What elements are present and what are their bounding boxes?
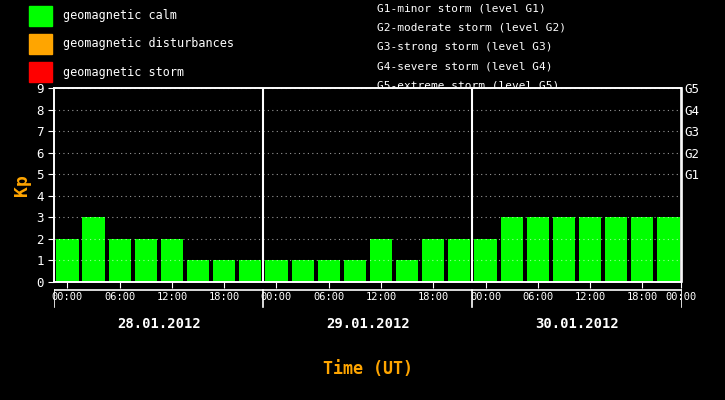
Bar (658, 217, 679, 282)
Text: geomagnetic calm: geomagnetic calm (63, 9, 177, 22)
FancyBboxPatch shape (29, 34, 52, 54)
Text: 30.01.2012: 30.01.2012 (535, 317, 619, 331)
Text: G3-strong storm (level G3): G3-strong storm (level G3) (377, 42, 552, 52)
Bar (109, 239, 130, 282)
Bar (187, 260, 210, 282)
Text: geomagnetic disturbances: geomagnetic disturbances (63, 38, 234, 50)
Bar (422, 239, 444, 282)
Bar (291, 260, 314, 282)
Bar (500, 217, 523, 282)
Bar (552, 217, 575, 282)
Bar (631, 217, 653, 282)
Text: G4-severe storm (level G4): G4-severe storm (level G4) (377, 62, 552, 72)
Bar (396, 260, 418, 282)
Text: Time (UT): Time (UT) (323, 360, 413, 378)
Text: 28.01.2012: 28.01.2012 (117, 317, 201, 331)
Bar (526, 217, 549, 282)
Bar (161, 239, 183, 282)
Text: geomagnetic storm: geomagnetic storm (63, 66, 184, 79)
Y-axis label: Kp: Kp (13, 174, 31, 196)
Bar (579, 217, 601, 282)
Bar (265, 260, 288, 282)
Text: 29.01.2012: 29.01.2012 (326, 317, 410, 331)
Bar (605, 217, 627, 282)
Bar (448, 239, 471, 282)
Text: G5-extreme storm (level G5): G5-extreme storm (level G5) (377, 81, 559, 91)
Bar (135, 239, 157, 282)
Bar (318, 260, 340, 282)
FancyBboxPatch shape (29, 6, 52, 26)
Text: G2-moderate storm (level G2): G2-moderate storm (level G2) (377, 23, 566, 33)
Bar (239, 260, 262, 282)
Text: G1-minor storm (level G1): G1-minor storm (level G1) (377, 4, 546, 14)
Bar (370, 239, 392, 282)
Bar (213, 260, 236, 282)
FancyBboxPatch shape (29, 62, 52, 82)
Bar (83, 217, 104, 282)
Bar (57, 239, 78, 282)
Bar (474, 239, 497, 282)
Bar (344, 260, 366, 282)
